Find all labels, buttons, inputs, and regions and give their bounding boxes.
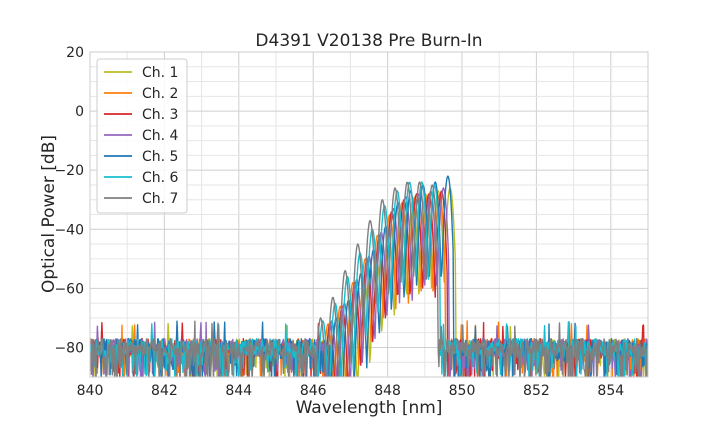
x-tick-label: 842 xyxy=(151,383,178,399)
y-tick-label: 0 xyxy=(75,104,84,120)
plot-frame xyxy=(89,51,649,378)
y-tick-label: −80 xyxy=(54,340,84,356)
legend-label: Ch. 1 xyxy=(142,65,178,81)
x-tick-label: 850 xyxy=(449,383,476,399)
tick-labels: 840 842 844 846 848 850 852 854 20 0 −20 −40 −60 −80 xyxy=(54,45,624,399)
series-line-ch7 xyxy=(90,181,648,377)
y-axis-label: Optical Power [dB] xyxy=(39,135,59,293)
x-tick-label: 848 xyxy=(374,383,401,399)
x-tick-label: 852 xyxy=(523,383,550,399)
legend-box xyxy=(96,58,188,214)
y-tick-label: 20 xyxy=(66,45,84,61)
x-tick-label: 846 xyxy=(300,383,327,399)
legend-label: Ch. 7 xyxy=(142,191,178,207)
x-tick-label: 854 xyxy=(597,383,624,399)
x-tick-label: 840 xyxy=(77,383,104,399)
legend-label: Ch. 4 xyxy=(142,128,179,144)
y-tick-label: −40 xyxy=(54,222,84,238)
x-tick-label: 844 xyxy=(225,383,252,399)
legend-label: Ch. 6 xyxy=(142,170,179,186)
x-axis-label: Wavelength [nm] xyxy=(296,398,443,418)
series-line-ch6 xyxy=(90,181,648,377)
legend-label: Ch. 3 xyxy=(142,107,178,123)
y-tick-label: −60 xyxy=(54,281,84,297)
legend-label: Ch. 5 xyxy=(142,149,178,165)
legend: Ch. 1 Ch. 2 Ch. 3 Ch. 4 Ch. 5 Ch. 6 Ch. 7 xyxy=(96,58,188,214)
legend-label: Ch. 2 xyxy=(142,86,178,102)
y-tick-label: −20 xyxy=(54,163,84,179)
series-group xyxy=(90,175,648,377)
chart-title: D4391 V20138 Pre Burn-In xyxy=(255,31,482,51)
